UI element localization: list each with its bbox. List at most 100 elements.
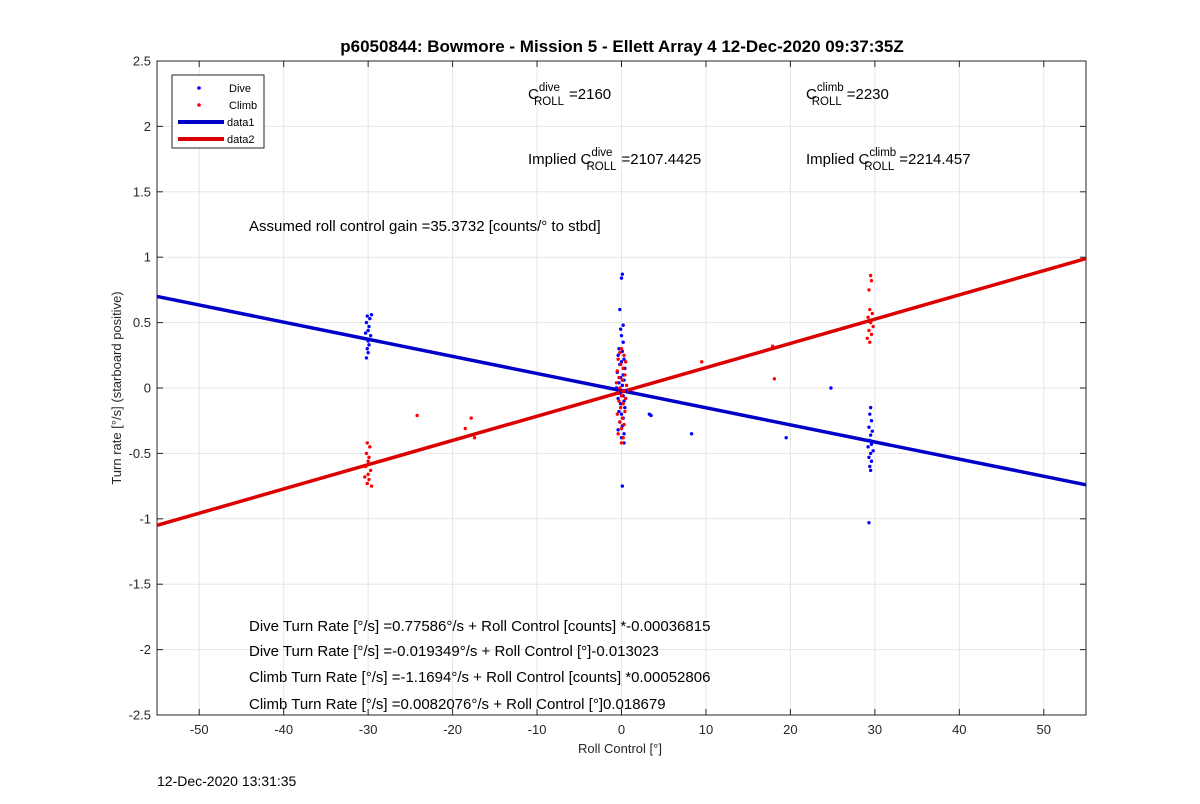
point-climb: [624, 383, 629, 388]
x-tick-label: -20: [443, 722, 462, 737]
point-climb: [868, 273, 873, 278]
point-climb: [772, 377, 777, 381]
legend: Dive Climb data1 data2: [171, 74, 265, 149]
point-dive: [617, 409, 621, 414]
point-dive: [367, 343, 371, 347]
legend-data1-label: data1: [227, 117, 255, 129]
ticks: -50 -40 -30 -20 -10 0 10 20 30 40 50-2.5-2-1.5-1-0…: [129, 54, 1086, 737]
gain-annotation: Assumed roll control gain =35.3732 [coun…: [249, 218, 601, 235]
legend-dive-label: Dive: [229, 83, 251, 95]
point-dive: [689, 432, 694, 436]
y-tick-label: 2.5: [133, 54, 151, 69]
point-dive: [622, 357, 626, 361]
fit-dive-degrees: Dive Turn Rate [°/s] =-0.019349°/s + Rol…: [249, 643, 659, 660]
point-dive: [620, 349, 625, 354]
point-dive: [868, 433, 873, 437]
point-climb: [871, 324, 875, 329]
timestamp: 12-Dec-2020 13:31:35: [157, 773, 297, 789]
y-axis-label: Turn rate [°/s] (starboard positive): [109, 291, 124, 484]
point-dive: [364, 356, 369, 360]
point-dive: [619, 412, 624, 416]
point-dive: [618, 307, 622, 312]
point-dive: [620, 383, 625, 388]
point-climb: [618, 420, 622, 424]
c-dive-annotation: Cdive ROLL =2160: [528, 82, 611, 108]
legend-dive-marker: [197, 86, 201, 90]
point-dive: [868, 405, 873, 410]
point-dive: [866, 445, 870, 449]
x-tick-label: -30: [359, 722, 378, 737]
legend-climb-marker: [197, 103, 201, 107]
c-climb-annotation: Cclimb ROLL =2230: [806, 82, 889, 108]
data-layer: [156, 256, 1087, 528]
point-climb: [867, 328, 871, 333]
point-dive: [868, 464, 872, 469]
x-tick-label: 50: [1037, 722, 1051, 737]
x-tick-label: -10: [528, 722, 547, 737]
implied-climb-annotation: Implied Cclimb ROLL =2214.457: [806, 147, 971, 173]
point-dive: [784, 436, 788, 440]
point-dive: [871, 449, 875, 453]
point-climb: [365, 441, 369, 445]
point-climb: [369, 484, 374, 488]
point-climb: [614, 381, 619, 385]
point-dive: [617, 381, 621, 385]
point-dive: [868, 468, 873, 473]
point-climb: [620, 416, 625, 420]
point-climb: [365, 481, 369, 486]
point-dive: [365, 314, 369, 318]
point-dive: [618, 401, 623, 406]
point-climb: [616, 391, 620, 395]
point-climb: [621, 401, 625, 406]
fit-climb-degrees: Climb Turn Rate [°/s] =0.0082076°/s + Ro…: [249, 696, 666, 713]
point-climb: [866, 315, 870, 320]
point-dive: [616, 353, 620, 357]
point-dive: [622, 441, 626, 445]
point-climb: [617, 399, 621, 403]
point-dive: [619, 333, 624, 338]
point-climb: [868, 320, 873, 325]
x-axis-label: Roll Control [°]: [578, 741, 662, 756]
point-dive: [622, 432, 626, 436]
legend-data2-label: data2: [227, 134, 255, 146]
point-dive: [829, 386, 833, 390]
implied-dive-annotation: Implied Cdive ROLL =2107.4425: [528, 147, 701, 173]
point-dive: [617, 347, 621, 351]
point-climb: [622, 388, 626, 393]
x-tick-label: 30: [868, 722, 882, 737]
point-dive: [366, 328, 370, 333]
point-dive: [621, 340, 625, 344]
point-climb: [621, 366, 625, 371]
point-climb: [367, 477, 371, 482]
y-tick-label: -2: [139, 642, 151, 657]
y-tick-label: 1.5: [133, 184, 151, 199]
y-tick-label: -1.5: [129, 577, 151, 592]
point-climb: [366, 459, 370, 463]
point-climb: [621, 436, 625, 440]
point-climb: [623, 409, 627, 414]
point-climb: [868, 307, 872, 312]
point-climb: [617, 375, 621, 380]
point-dive: [623, 405, 627, 410]
point-climb: [615, 369, 619, 373]
point-climb: [472, 436, 477, 440]
point-climb: [616, 357, 620, 361]
point-climb: [616, 432, 620, 436]
point-dive: [867, 455, 871, 460]
point-climb: [770, 344, 775, 348]
point-dive: [869, 459, 874, 463]
point-climb: [619, 441, 624, 445]
point-dive: [616, 396, 620, 401]
point-climb: [622, 422, 626, 427]
point-climb: [368, 445, 372, 449]
point-dive: [869, 442, 874, 446]
point-climb: [363, 464, 368, 469]
point-dive: [366, 339, 370, 343]
x-tick-label: 40: [952, 722, 966, 737]
point-climb: [363, 475, 367, 479]
point-climb: [624, 360, 628, 364]
point-climb: [868, 340, 872, 344]
point-dive: [620, 272, 625, 276]
point-climb: [619, 426, 624, 431]
